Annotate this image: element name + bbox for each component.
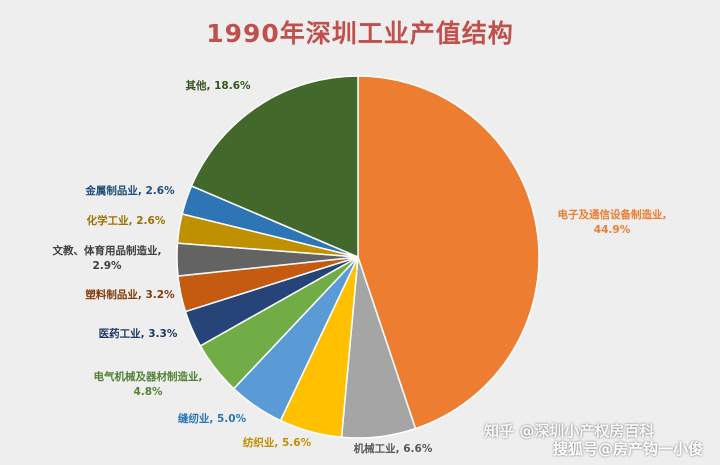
pie-labels: 电子及通信设备制造业, 44.9% 机械工业, 6.6% 纺织业, 5.6% 缝纫业, … — [52, 79, 667, 455]
watermark-sohu: 搜狐号@房产钩一小俊 — [553, 440, 704, 458]
slice-label: 化学工业, 2.6% — [87, 214, 166, 227]
slice-label: 金属制品业, 2.6% — [84, 184, 175, 197]
slice-label: 电气机械及器材制造业, 4.8% — [94, 370, 203, 398]
slice-label: 其他, 18.6% — [185, 79, 251, 92]
slice-label: 缝纫业, 5.0% — [178, 412, 247, 425]
pie-slice — [190, 75, 359, 259]
slice-label: 塑料制品业, 3.2% — [85, 288, 175, 301]
slice-label: 机械工业, 6.6% — [354, 442, 433, 455]
slice-label: 医药工业, 3.3% — [99, 327, 178, 340]
slice-label: 纺织业, 5.6% — [243, 436, 312, 449]
pie-slice — [357, 75, 540, 430]
chart-title: 1990年深圳工业产值结构 — [206, 19, 514, 48]
slice-label: 文教、体育用品制造业, 2.9% — [52, 244, 162, 272]
slice-label: 电子及通信设备制造业, 44.9% — [558, 208, 667, 236]
watermark-zhihu: 知乎 @深圳小产权房百科 — [484, 422, 655, 440]
pie-slices — [176, 75, 540, 439]
